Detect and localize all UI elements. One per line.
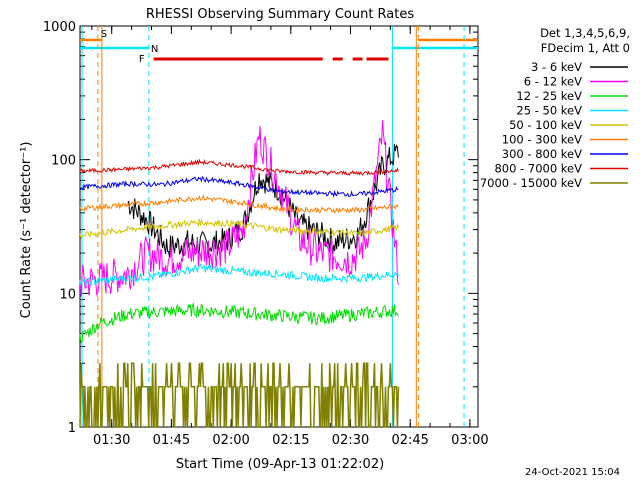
series-line-5 <box>79 218 399 240</box>
series-line-9 <box>79 362 400 428</box>
y-tick-label: 1 <box>68 421 76 436</box>
timestamp: 24-Oct-2021 15:04 <box>525 467 620 478</box>
y-tick-label: 10 <box>59 287 76 302</box>
legend-label: 12 - 25 keV <box>516 89 582 103</box>
flag-f-label: F <box>139 54 145 65</box>
y-axis-label: Count Rate (s⁻¹ detector⁻¹) <box>19 142 34 319</box>
legend-label: 800 - 7000 keV <box>494 162 582 176</box>
x-tick-label: 02:15 <box>272 433 309 448</box>
y-tick-label: 1000 <box>43 20 76 35</box>
series-line-3 <box>79 302 399 344</box>
legend-label: 300 - 800 keV <box>502 147 582 161</box>
series-line-1 <box>127 143 399 259</box>
x-tick-label: 02:00 <box>212 433 249 448</box>
flag-n-label: N <box>151 44 158 55</box>
chart-title: RHESSI Observing Summary Count Rates <box>146 7 415 22</box>
legend-label: 25 - 50 keV <box>516 104 582 118</box>
series-line-8 <box>79 158 399 177</box>
x-tick-label: 03:00 <box>451 433 488 448</box>
x-tick-label: 01:30 <box>93 433 130 448</box>
y-tick-label: 100 <box>51 154 76 169</box>
x-tick-label: 02:30 <box>332 433 369 448</box>
legend-label: 7000 - 15000 keV <box>480 176 582 190</box>
legend-header-line-2: FDecim 1, Att 0 <box>541 41 630 55</box>
series-line-6 <box>79 193 399 214</box>
series-line-4 <box>79 263 399 287</box>
series-line-7 <box>79 175 399 198</box>
plot-area: 1 10 100 1000 01:30 01:45 02:00 02:15 02:30 02:45… <box>43 20 489 448</box>
x-tick-label: 02:45 <box>391 433 428 448</box>
legend-label: 50 - 100 keV <box>509 118 582 132</box>
legend-label: 3 - 6 keV <box>531 60 582 74</box>
legend-header-line-1: Det 1,3,4,5,6,9, <box>540 26 630 40</box>
x-axis-label: Start Time (09-Apr-13 01:22:02) <box>176 457 384 472</box>
x-tick-label: 01:45 <box>153 433 190 448</box>
legend-label: 6 - 12 keV <box>524 75 582 89</box>
flag-s-label: S <box>101 29 107 40</box>
plot-frame <box>79 25 479 428</box>
legend-label: 100 - 300 keV <box>502 133 582 147</box>
